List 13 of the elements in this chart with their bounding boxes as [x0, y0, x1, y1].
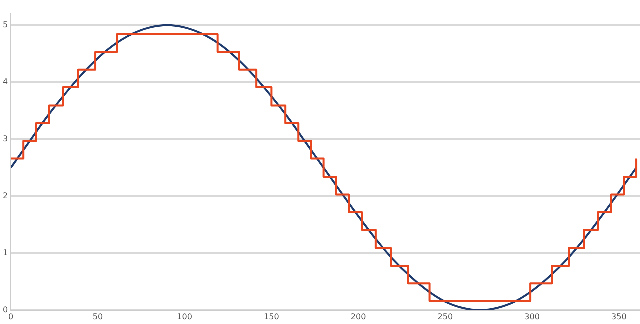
x-tick-label: 200: [350, 312, 366, 322]
x-tick-label: 100: [177, 312, 192, 322]
y-tick-label: 0: [2, 305, 8, 314]
y-tick-label: 3: [2, 134, 8, 144]
x-tick-label: 50: [92, 312, 104, 322]
x-tick-label: 250: [438, 312, 454, 322]
x-tick-label: 300: [524, 312, 540, 322]
y-tick-label: 1: [2, 248, 8, 258]
y-tick-label: 5: [2, 20, 8, 30]
y-tick-label: 2: [2, 191, 8, 200]
x-tick-label: 150: [264, 312, 280, 322]
y-tick-label: 4: [2, 77, 8, 86]
x-tick-label: 350: [612, 312, 627, 322]
